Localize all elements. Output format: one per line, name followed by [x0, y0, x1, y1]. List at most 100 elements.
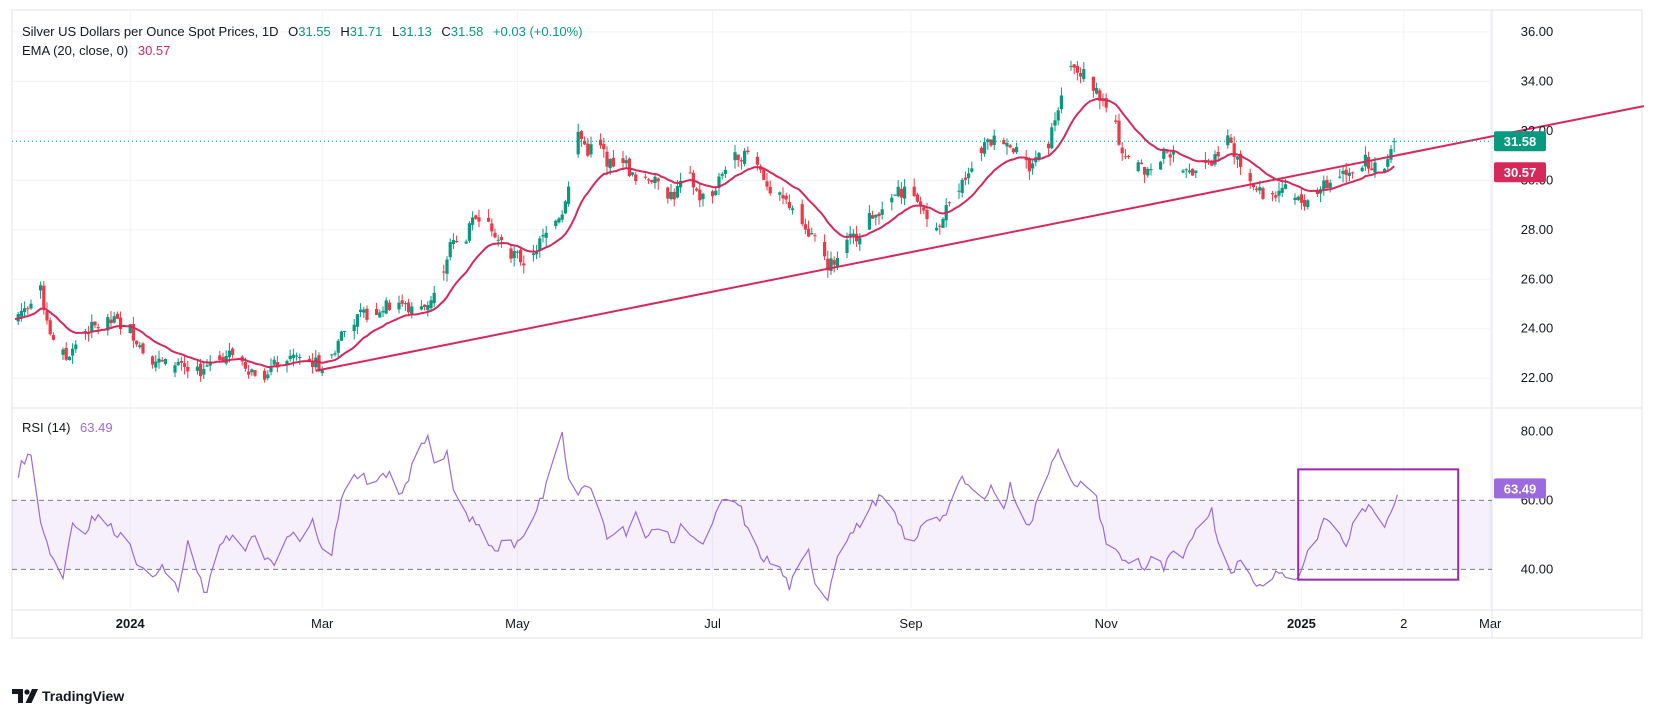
- candle-body: [605, 151, 609, 167]
- candle-body: [675, 186, 679, 198]
- candle-body: [490, 223, 494, 232]
- candle-body: [823, 241, 827, 257]
- candle-body: [1274, 195, 1278, 198]
- candle-body: [890, 197, 894, 203]
- candle-body: [1114, 120, 1118, 122]
- candle-body: [205, 365, 209, 367]
- candle-body: [762, 169, 766, 180]
- candle-body: [915, 194, 919, 202]
- candle-body: [1351, 172, 1355, 174]
- price-tick-label: 24.00: [1521, 321, 1554, 336]
- candle-body: [45, 310, 49, 321]
- candle-body: [1360, 167, 1364, 172]
- candle-body: [714, 190, 718, 195]
- candle-body: [455, 241, 459, 243]
- candle-body: [1091, 76, 1095, 91]
- candle-body: [1347, 172, 1351, 176]
- candle-body: [947, 202, 951, 204]
- price-tick-label: 36.00: [1521, 24, 1554, 39]
- candle-body: [1386, 159, 1390, 167]
- candle-body: [496, 239, 500, 241]
- candle-body: [643, 176, 647, 178]
- candle-body: [922, 207, 926, 211]
- candle-body: [1235, 156, 1239, 160]
- candle-body: [810, 232, 814, 235]
- candle-body: [567, 186, 571, 204]
- candle-body: [1370, 168, 1374, 171]
- time-tick-label: 2024: [116, 616, 146, 631]
- legend-high: H31.71: [340, 24, 383, 39]
- candle-body: [330, 354, 334, 356]
- candle-body: [791, 208, 795, 211]
- rsi-highlight-box[interactable]: [1297, 468, 1460, 581]
- tradingview-logo[interactable]: TradingView: [12, 688, 124, 704]
- candle-body: [90, 321, 94, 332]
- candle-body: [221, 357, 225, 362]
- candle-body: [1159, 161, 1163, 170]
- candle-body: [359, 309, 363, 313]
- candle-body: [285, 360, 289, 365]
- rsi-line[interactable]: [17, 431, 1398, 602]
- rsi-legend[interactable]: RSI (14) 63.49: [22, 420, 119, 435]
- ema-badge-bg: [1494, 162, 1546, 183]
- candle-body: [202, 368, 206, 375]
- candle-body: [583, 140, 587, 145]
- candle-body: [39, 285, 43, 291]
- candle-body: [179, 360, 183, 363]
- candle-body: [467, 223, 471, 241]
- rsi-badge-bg: [1494, 478, 1546, 499]
- candle-body: [1283, 184, 1287, 189]
- candle-body: [739, 160, 743, 162]
- ema-20-line[interactable]: [14, 97, 1395, 368]
- candle-body: [1011, 148, 1015, 153]
- support-trendline[interactable]: [315, 105, 1644, 372]
- candle-body: [1027, 159, 1031, 172]
- candle-body: [1367, 156, 1371, 169]
- candle-body: [835, 258, 839, 268]
- candle-body: [339, 331, 343, 341]
- candle-body: [602, 143, 606, 150]
- rsi-badge: 63.49: [1504, 481, 1537, 496]
- candle-body: [1056, 110, 1060, 121]
- candle-body: [400, 300, 404, 304]
- candle-body: [151, 356, 155, 365]
- candle-body: [269, 366, 273, 373]
- candle-body: [275, 362, 279, 368]
- ema-legend[interactable]: EMA (20, close, 0) 30.57: [22, 43, 176, 58]
- candle-body: [403, 303, 407, 305]
- candle-body: [291, 354, 295, 359]
- candle-body: [893, 194, 897, 196]
- candle-body: [688, 172, 692, 174]
- candle-body: [307, 358, 311, 361]
- candle-body: [1383, 168, 1387, 173]
- candle-body: [871, 215, 875, 219]
- candle-body: [154, 361, 158, 368]
- candle-body: [768, 186, 772, 194]
- candle-body: [983, 142, 987, 154]
- candle-body: [1251, 183, 1255, 188]
- candle-body: [733, 152, 737, 161]
- candle-body: [67, 356, 71, 361]
- candle-body: [19, 310, 23, 317]
- candle-body: [1299, 194, 1303, 203]
- candles: [16, 60, 1396, 383]
- candle-body: [938, 225, 942, 227]
- candle-body: [903, 186, 907, 199]
- candle-body: [410, 306, 414, 315]
- candle-body: [64, 347, 68, 360]
- candle-body: [1328, 182, 1332, 188]
- candle-body: [352, 324, 356, 332]
- candle-body: [1031, 163, 1035, 169]
- candle-body: [967, 173, 971, 179]
- candle-body: [1187, 170, 1191, 173]
- candle-body: [227, 350, 231, 358]
- candle-body: [199, 363, 203, 377]
- candle-body: [1338, 176, 1342, 178]
- candle-body: [208, 363, 212, 366]
- candle-body: [1229, 137, 1233, 143]
- candle-body: [407, 302, 411, 313]
- candle-body: [807, 228, 811, 237]
- tradingview-logo-icon: [12, 689, 38, 703]
- candle-body: [826, 258, 830, 271]
